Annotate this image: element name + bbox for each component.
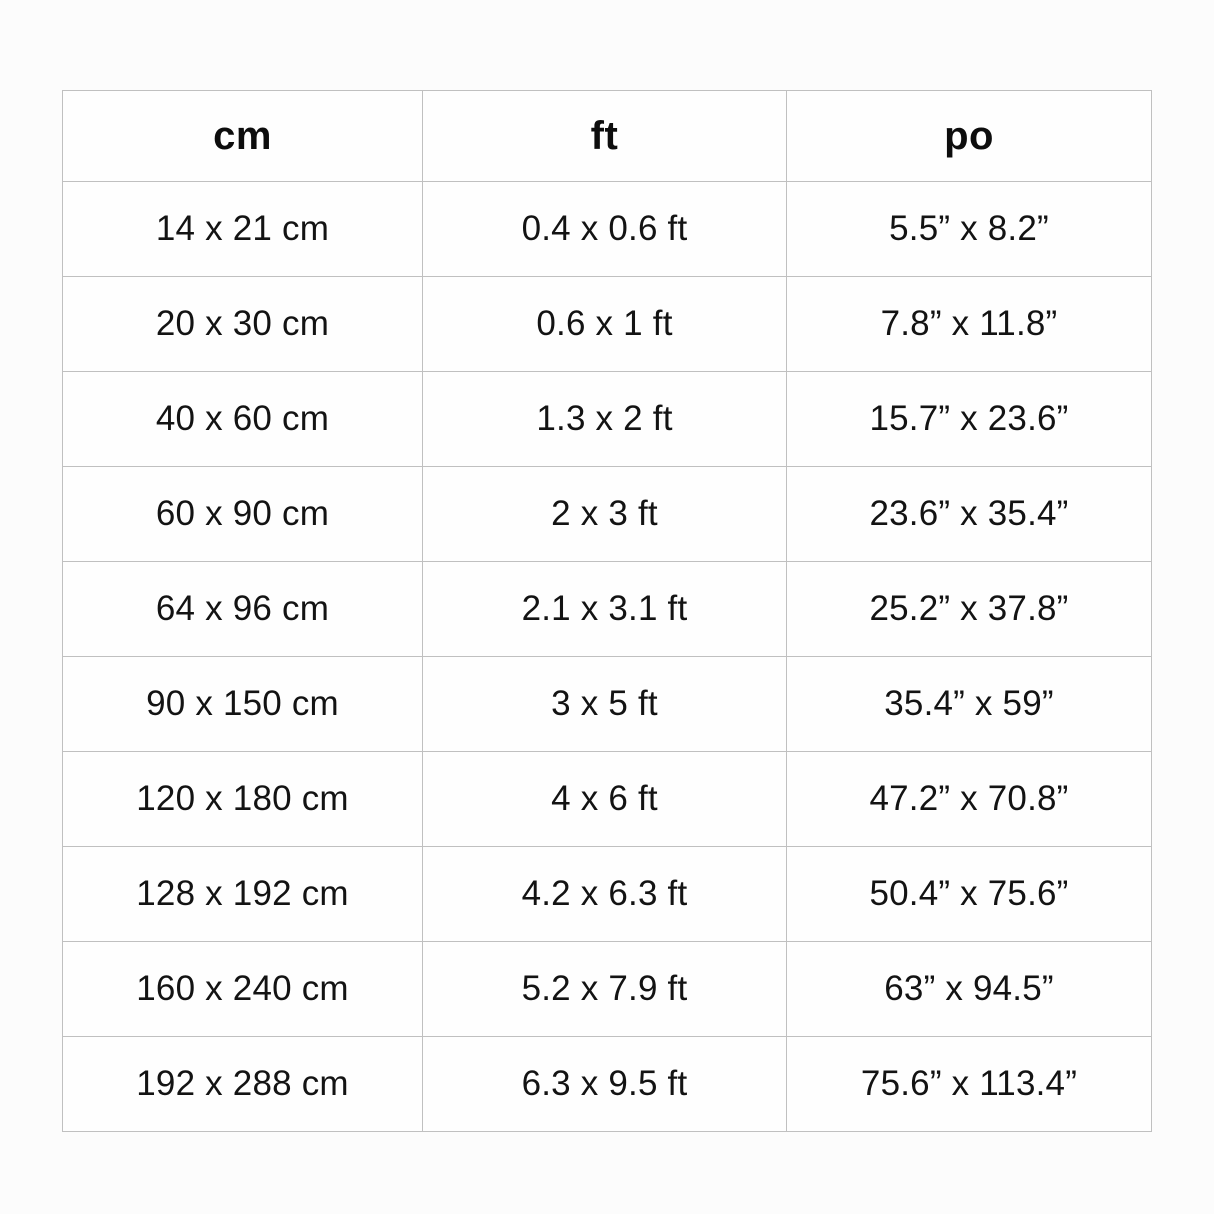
cell-ft: 4.2 x 6.3 ft [422,846,787,942]
cell-ft: 6.3 x 9.5 ft [422,1036,787,1132]
cell-po: 23.6” x 35.4” [786,466,1152,562]
cell-po: 25.2” x 37.8” [786,561,1152,657]
cell-ft: 3 x 5 ft [422,656,787,752]
table-row: 64 x 96 cm 2.1 x 3.1 ft 25.2” x 37.8” [62,561,1152,657]
table-row: 14 x 21 cm 0.4 x 0.6 ft 5.5” x 8.2” [62,181,1152,277]
cell-po: 63” x 94.5” [786,941,1152,1037]
cell-po: 75.6” x 113.4” [786,1036,1152,1132]
column-header-po: po [786,90,1152,182]
cell-po: 35.4” x 59” [786,656,1152,752]
table-row: 20 x 30 cm 0.6 x 1 ft 7.8” x 11.8” [62,276,1152,372]
cell-ft: 2 x 3 ft [422,466,787,562]
table-row: 192 x 288 cm 6.3 x 9.5 ft 75.6” x 113.4” [62,1036,1152,1132]
cell-cm: 60 x 90 cm [62,466,423,562]
cell-cm: 128 x 192 cm [62,846,423,942]
cell-cm: 120 x 180 cm [62,751,423,847]
table-row: 40 x 60 cm 1.3 x 2 ft 15.7” x 23.6” [62,371,1152,467]
cell-cm: 90 x 150 cm [62,656,423,752]
cell-po: 5.5” x 8.2” [786,181,1152,277]
cell-cm: 192 x 288 cm [62,1036,423,1132]
table-row: 90 x 150 cm 3 x 5 ft 35.4” x 59” [62,656,1152,752]
cell-cm: 20 x 30 cm [62,276,423,372]
table-row: 60 x 90 cm 2 x 3 ft 23.6” x 35.4” [62,466,1152,562]
cell-po: 15.7” x 23.6” [786,371,1152,467]
table-row: 120 x 180 cm 4 x 6 ft 47.2” x 70.8” [62,751,1152,847]
cell-po: 50.4” x 75.6” [786,846,1152,942]
table-body: 14 x 21 cm 0.4 x 0.6 ft 5.5” x 8.2” 20 x… [62,181,1152,1132]
conversion-table-wrapper: cm ft po 14 x 21 cm 0.4 x 0.6 ft 5.5” x … [62,90,1152,1132]
column-header-cm: cm [62,90,423,182]
table-header: cm ft po [62,90,1152,182]
cell-cm: 14 x 21 cm [62,181,423,277]
cell-ft: 0.6 x 1 ft [422,276,787,372]
size-conversion-table: cm ft po 14 x 21 cm 0.4 x 0.6 ft 5.5” x … [62,90,1152,1132]
table-row: 128 x 192 cm 4.2 x 6.3 ft 50.4” x 75.6” [62,846,1152,942]
cell-cm: 64 x 96 cm [62,561,423,657]
column-header-ft: ft [422,90,787,182]
cell-ft: 2.1 x 3.1 ft [422,561,787,657]
table-header-row: cm ft po [62,90,1152,182]
table-row: 160 x 240 cm 5.2 x 7.9 ft 63” x 94.5” [62,941,1152,1037]
cell-cm: 40 x 60 cm [62,371,423,467]
cell-ft: 5.2 x 7.9 ft [422,941,787,1037]
cell-ft: 0.4 x 0.6 ft [422,181,787,277]
cell-cm: 160 x 240 cm [62,941,423,1037]
cell-ft: 4 x 6 ft [422,751,787,847]
cell-po: 47.2” x 70.8” [786,751,1152,847]
cell-ft: 1.3 x 2 ft [422,371,787,467]
cell-po: 7.8” x 11.8” [786,276,1152,372]
